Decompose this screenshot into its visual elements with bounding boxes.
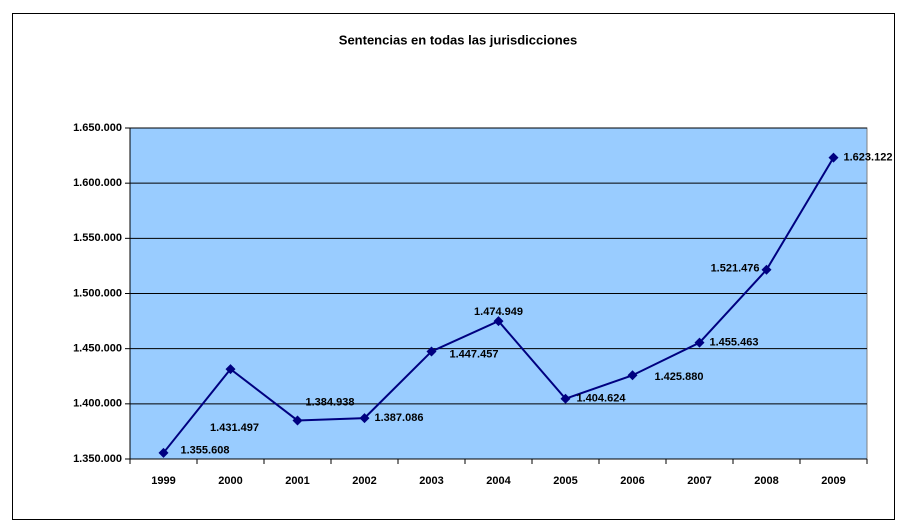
marker [359, 413, 370, 424]
data-label: 1.425.880 [655, 371, 704, 383]
data-label: 1.623.122 [844, 152, 893, 164]
marker [560, 393, 571, 404]
x-tick-label: 2005 [553, 475, 577, 487]
marker [225, 364, 236, 375]
x-tick-label: 2001 [285, 475, 309, 487]
chart-title: Sentencias en todas las jurisdicciones [339, 32, 577, 47]
x-tick-label: 2004 [486, 475, 511, 487]
y-tick-label: 1.500.000 [73, 287, 122, 299]
x-tick-label: 2007 [687, 475, 711, 487]
y-tick-label: 1.650.000 [73, 122, 122, 134]
data-label: 1.387.086 [375, 412, 424, 424]
marker [158, 447, 169, 458]
marker [426, 346, 437, 357]
data-label: 1.384.938 [306, 396, 355, 408]
data-label: 1.447.457 [450, 348, 499, 360]
x-tick-label: 1999 [151, 475, 175, 487]
data-label: 1.455.463 [710, 337, 759, 349]
x-tick-label: 2009 [821, 475, 845, 487]
marker [292, 415, 303, 426]
marker [627, 370, 638, 381]
y-tick-label: 1.350.000 [73, 453, 122, 465]
data-label: 1.355.608 [181, 445, 230, 457]
x-tick-label: 2006 [620, 475, 644, 487]
y-tick-label: 1.450.000 [73, 343, 122, 355]
x-tick-label: 2000 [218, 475, 242, 487]
data-label: 1.404.624 [577, 393, 627, 405]
y-tick-label: 1.600.000 [73, 177, 122, 189]
marker [694, 337, 705, 348]
x-tick-label: 2003 [419, 475, 443, 487]
marker [761, 264, 772, 275]
y-tick-label: 1.550.000 [73, 232, 122, 244]
data-label: 1.521.476 [711, 263, 760, 275]
data-label: 1.431.497 [210, 422, 259, 434]
marker [828, 152, 839, 163]
x-tick-label: 2002 [352, 475, 376, 487]
x-tick-label: 2008 [754, 475, 778, 487]
y-tick-label: 1.400.000 [73, 398, 122, 410]
marker [493, 316, 504, 327]
data-label: 1.474.949 [474, 306, 523, 318]
